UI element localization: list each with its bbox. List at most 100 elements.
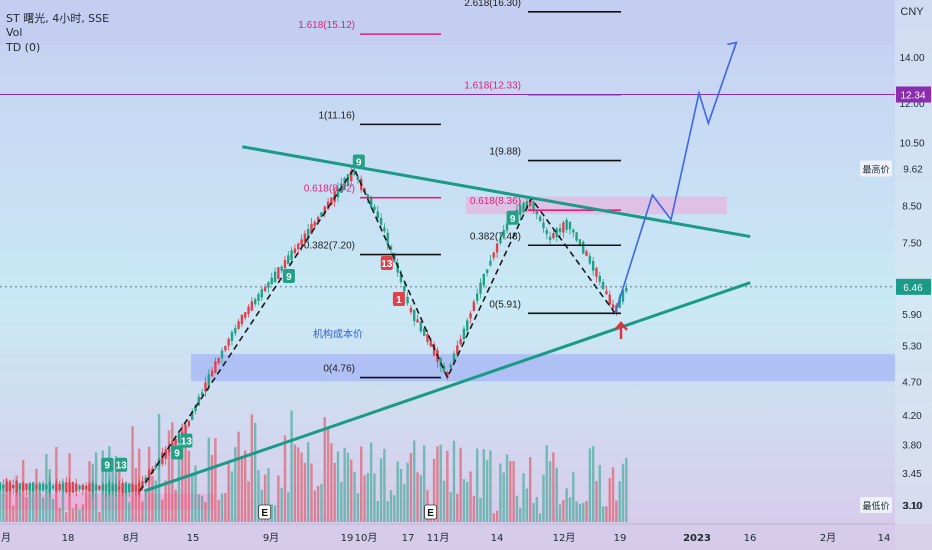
volume-bar [75, 503, 78, 522]
candle-body [426, 334, 429, 342]
volume-bar [360, 446, 363, 522]
volume-bar [363, 475, 366, 522]
candle-body [489, 260, 492, 266]
volume-bar [439, 444, 442, 522]
volume-bar [403, 483, 406, 522]
svg-text:1: 1 [396, 295, 402, 306]
candle-body [237, 321, 240, 329]
volume-bar [532, 503, 535, 522]
volume-bar [35, 468, 38, 522]
volume-bar [240, 458, 244, 522]
candle-body [469, 313, 472, 319]
candle-body [525, 201, 529, 209]
volume-bar [316, 486, 320, 522]
candle-body [41, 483, 45, 491]
candle-body [585, 251, 588, 256]
td-count-marker: 9 [171, 445, 184, 460]
fib-left-label: 0.382(7.20) [304, 241, 355, 252]
td-count-marker: 13 [115, 457, 128, 472]
volume-bar [270, 504, 273, 522]
candle-body [204, 382, 207, 392]
candle-body [250, 301, 254, 311]
volume-bar [217, 499, 220, 522]
volume-bar [350, 459, 353, 522]
volume-bar [12, 505, 15, 522]
x-tick-label: 17 [402, 533, 415, 544]
volume-bar [608, 477, 611, 522]
volume-bar [15, 475, 18, 522]
candle-body [217, 358, 220, 364]
volume-bar [71, 508, 75, 522]
volume-bar [406, 462, 409, 522]
candle-body [306, 228, 310, 239]
volume-bar [65, 512, 68, 522]
y-tick-label: 3.45 [902, 469, 922, 480]
fib-right-label: 2.618(16.30) [464, 0, 521, 9]
candle-body [323, 206, 326, 214]
volume-bar [177, 455, 181, 522]
volume-bar [287, 491, 290, 522]
volume-bar [128, 502, 131, 522]
earnings-marker[interactable]: E [424, 504, 437, 520]
volume-bar [5, 479, 8, 522]
volume-bar [376, 500, 379, 522]
volume-bar [330, 443, 333, 522]
volume-bar [38, 483, 41, 522]
volume-bar [509, 461, 512, 522]
candle-body [522, 202, 525, 213]
fib-right-label: 0.618(8.36) [470, 196, 521, 207]
lower-trend-line [143, 281, 751, 493]
volume-bar [210, 455, 214, 522]
fib-left-label: 0.618(8.72) [304, 184, 355, 195]
candle-body [121, 483, 124, 493]
candle-body [108, 482, 111, 494]
td-count-marker: 9 [506, 210, 519, 225]
candle-body [187, 420, 191, 426]
candle-body [416, 319, 419, 323]
x-tick-label: 2月 [820, 532, 836, 544]
volume-bar [61, 481, 65, 522]
volume-bar [568, 497, 572, 522]
volume-bar [0, 482, 2, 522]
volume-bar [442, 480, 446, 522]
candle-body [429, 341, 432, 347]
volume-bar [618, 481, 621, 522]
candle-body [177, 433, 181, 443]
volume-bar [220, 493, 224, 522]
candle-body [588, 255, 592, 264]
volume-bar [290, 410, 293, 522]
candle-body [582, 241, 585, 254]
y-tag-label: 最低价 [862, 500, 889, 512]
volume-bar [273, 505, 277, 522]
candle-body [529, 199, 532, 206]
volume-bar [472, 495, 476, 522]
candle-body [446, 372, 449, 379]
y-marked-price-box [896, 86, 931, 103]
candle-body [466, 320, 469, 331]
candle-body [598, 275, 601, 282]
candle-body [137, 482, 141, 494]
td-count-marker: 9 [101, 457, 114, 472]
volume-bar [588, 448, 592, 522]
candle-body [174, 438, 177, 445]
candle-body [147, 470, 151, 481]
earnings-marker[interactable]: E [258, 504, 272, 520]
candle-body [552, 233, 555, 239]
candle-body [625, 288, 628, 292]
candle-body [118, 486, 121, 490]
candle-body [456, 345, 459, 355]
y-tick-label: 7.50 [902, 238, 922, 249]
volume-bar [283, 435, 287, 522]
candle-body [555, 228, 558, 238]
candle-body [167, 447, 171, 453]
volume-bar [184, 438, 187, 522]
fib-left-label: 0(4.76) [323, 364, 355, 375]
volume-bar [475, 448, 479, 522]
volume-bar [161, 499, 164, 522]
volume-bar [409, 452, 413, 522]
x-tick-label: 14 [491, 533, 504, 544]
volume-bar [333, 462, 336, 522]
volume-bar [18, 482, 22, 522]
candle-body [558, 228, 562, 233]
